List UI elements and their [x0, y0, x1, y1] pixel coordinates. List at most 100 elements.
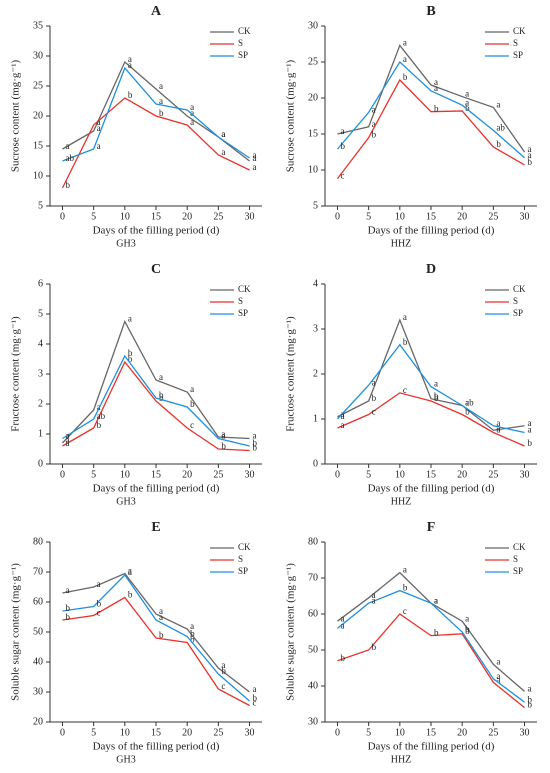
- significance-letter: b: [372, 130, 377, 140]
- series-line: [61, 97, 250, 189]
- x-tick-label: 25: [488, 727, 498, 738]
- significance-letter: b: [528, 700, 533, 710]
- y-tick-label: 6: [38, 278, 43, 289]
- significance-letter: a: [190, 102, 194, 112]
- significance-letter: a: [159, 81, 163, 91]
- y-tick-label: 4: [38, 338, 43, 349]
- significance-letter: c: [403, 385, 407, 395]
- significance-letter: b: [65, 612, 70, 622]
- y-axis-label: Sucrose content (mg·g⁻¹): [10, 59, 22, 172]
- y-tick-label: 0: [38, 458, 43, 469]
- x-tick-label: 5: [366, 469, 371, 480]
- x-axis-label: Days of the filling period (d): [93, 225, 220, 237]
- x-tick-label: 0: [60, 469, 65, 480]
- legend-label: CK: [513, 542, 526, 552]
- x-tick-label: 25: [488, 211, 498, 222]
- y-tick-label: 2: [313, 368, 318, 379]
- significance-letter: a: [221, 660, 225, 670]
- significance-letter: a: [221, 429, 225, 439]
- significance-letter: b: [159, 393, 164, 403]
- x-tick-label: 5: [366, 211, 371, 222]
- x-tick-label: 5: [91, 727, 96, 738]
- significance-letter: a: [253, 162, 257, 172]
- significance-letter: a: [496, 671, 500, 681]
- significance-letter: a: [340, 411, 344, 421]
- x-tick-label: 15: [426, 727, 436, 738]
- y-tick-label: 0: [313, 458, 318, 469]
- y-tick-label: 15: [308, 128, 318, 139]
- significance-letter: a: [403, 312, 407, 322]
- series-line: [336, 78, 525, 180]
- x-tick-label: 10: [120, 727, 130, 738]
- x-tick-label: 25: [213, 211, 223, 222]
- significance-letter: a: [221, 431, 225, 441]
- x-tick-label: 10: [120, 211, 130, 222]
- significance-letter: a: [190, 108, 194, 118]
- y-tick-label: 2: [38, 398, 43, 409]
- significance-letter: b: [253, 443, 258, 453]
- x-tick-label: 15: [151, 727, 161, 738]
- legend-label: S: [513, 38, 518, 48]
- significance-letter: b: [434, 628, 439, 638]
- chart-title: D: [426, 262, 436, 277]
- y-tick-label: 30: [308, 716, 318, 727]
- significance-letter: b: [159, 390, 164, 400]
- significance-letter: b: [528, 157, 533, 167]
- significance-letter: a: [340, 613, 344, 623]
- significance-letter: b: [128, 90, 133, 100]
- significance-letter: b: [221, 666, 226, 676]
- significance-letter: b: [65, 603, 70, 613]
- x-tick-label: 30: [520, 211, 530, 222]
- x-axis-label: Days of the filling period (d): [93, 741, 220, 753]
- significance-letter: a: [159, 612, 163, 622]
- significance-letter: a: [528, 683, 532, 693]
- series-line: [62, 573, 250, 702]
- x-axis-label: Days of the filling period (d): [368, 483, 495, 495]
- significance-letter: b: [434, 393, 439, 403]
- significance-letter: a: [97, 123, 101, 133]
- significance-letter: b: [159, 630, 164, 640]
- significance-letter: a: [496, 656, 500, 666]
- x-tick-label: 25: [213, 469, 223, 480]
- significance-letter: a: [128, 314, 132, 324]
- legend-label: CK: [238, 26, 251, 36]
- significance-letter: a: [221, 129, 225, 139]
- significance-letter: a: [159, 372, 163, 382]
- significance-letter: a: [253, 153, 257, 163]
- x-tick-label: 20: [457, 469, 467, 480]
- significance-letter: b: [434, 104, 439, 114]
- legend-label: S: [513, 296, 518, 306]
- y-tick-label: 30: [33, 686, 43, 697]
- y-tick-label: 5: [38, 308, 43, 319]
- chart-title: E: [151, 520, 160, 535]
- x-axis-label: Days of the filling period (d): [368, 225, 495, 237]
- significance-letter: a: [528, 144, 532, 154]
- significance-letter: a: [403, 54, 407, 64]
- significance-letter: c: [97, 608, 101, 618]
- y-tick-label: 80: [308, 536, 318, 547]
- y-tick-label: 10: [308, 164, 318, 175]
- y-tick-label: 30: [33, 50, 43, 61]
- significance-letter: a: [372, 377, 376, 387]
- x-tick-label: 10: [395, 469, 405, 480]
- significance-letter: b: [97, 599, 102, 609]
- x-tick-label: 20: [457, 727, 467, 738]
- series-line: [62, 596, 250, 707]
- significance-letter: b: [340, 141, 345, 151]
- legend-label: CK: [238, 284, 251, 294]
- y-tick-label: 60: [308, 608, 318, 619]
- significance-letter: b: [465, 407, 470, 417]
- x-tick-label: 30: [245, 211, 255, 222]
- y-axis-label: Soluble sugar content (mg·g⁻¹): [285, 563, 297, 701]
- legend-label: S: [513, 554, 518, 564]
- x-tick-label: 0: [60, 211, 65, 222]
- y-tick-label: 70: [308, 572, 318, 583]
- significance-letter: a: [434, 83, 438, 93]
- significance-letter: ab: [465, 398, 474, 408]
- x-axis-label: Days of the filling period (d): [93, 483, 220, 495]
- y-tick-label: 4: [313, 278, 318, 289]
- significance-letter: a: [128, 566, 132, 576]
- series-line: [336, 343, 525, 434]
- significance-letter: a: [128, 60, 132, 70]
- significance-letter: a: [496, 674, 500, 684]
